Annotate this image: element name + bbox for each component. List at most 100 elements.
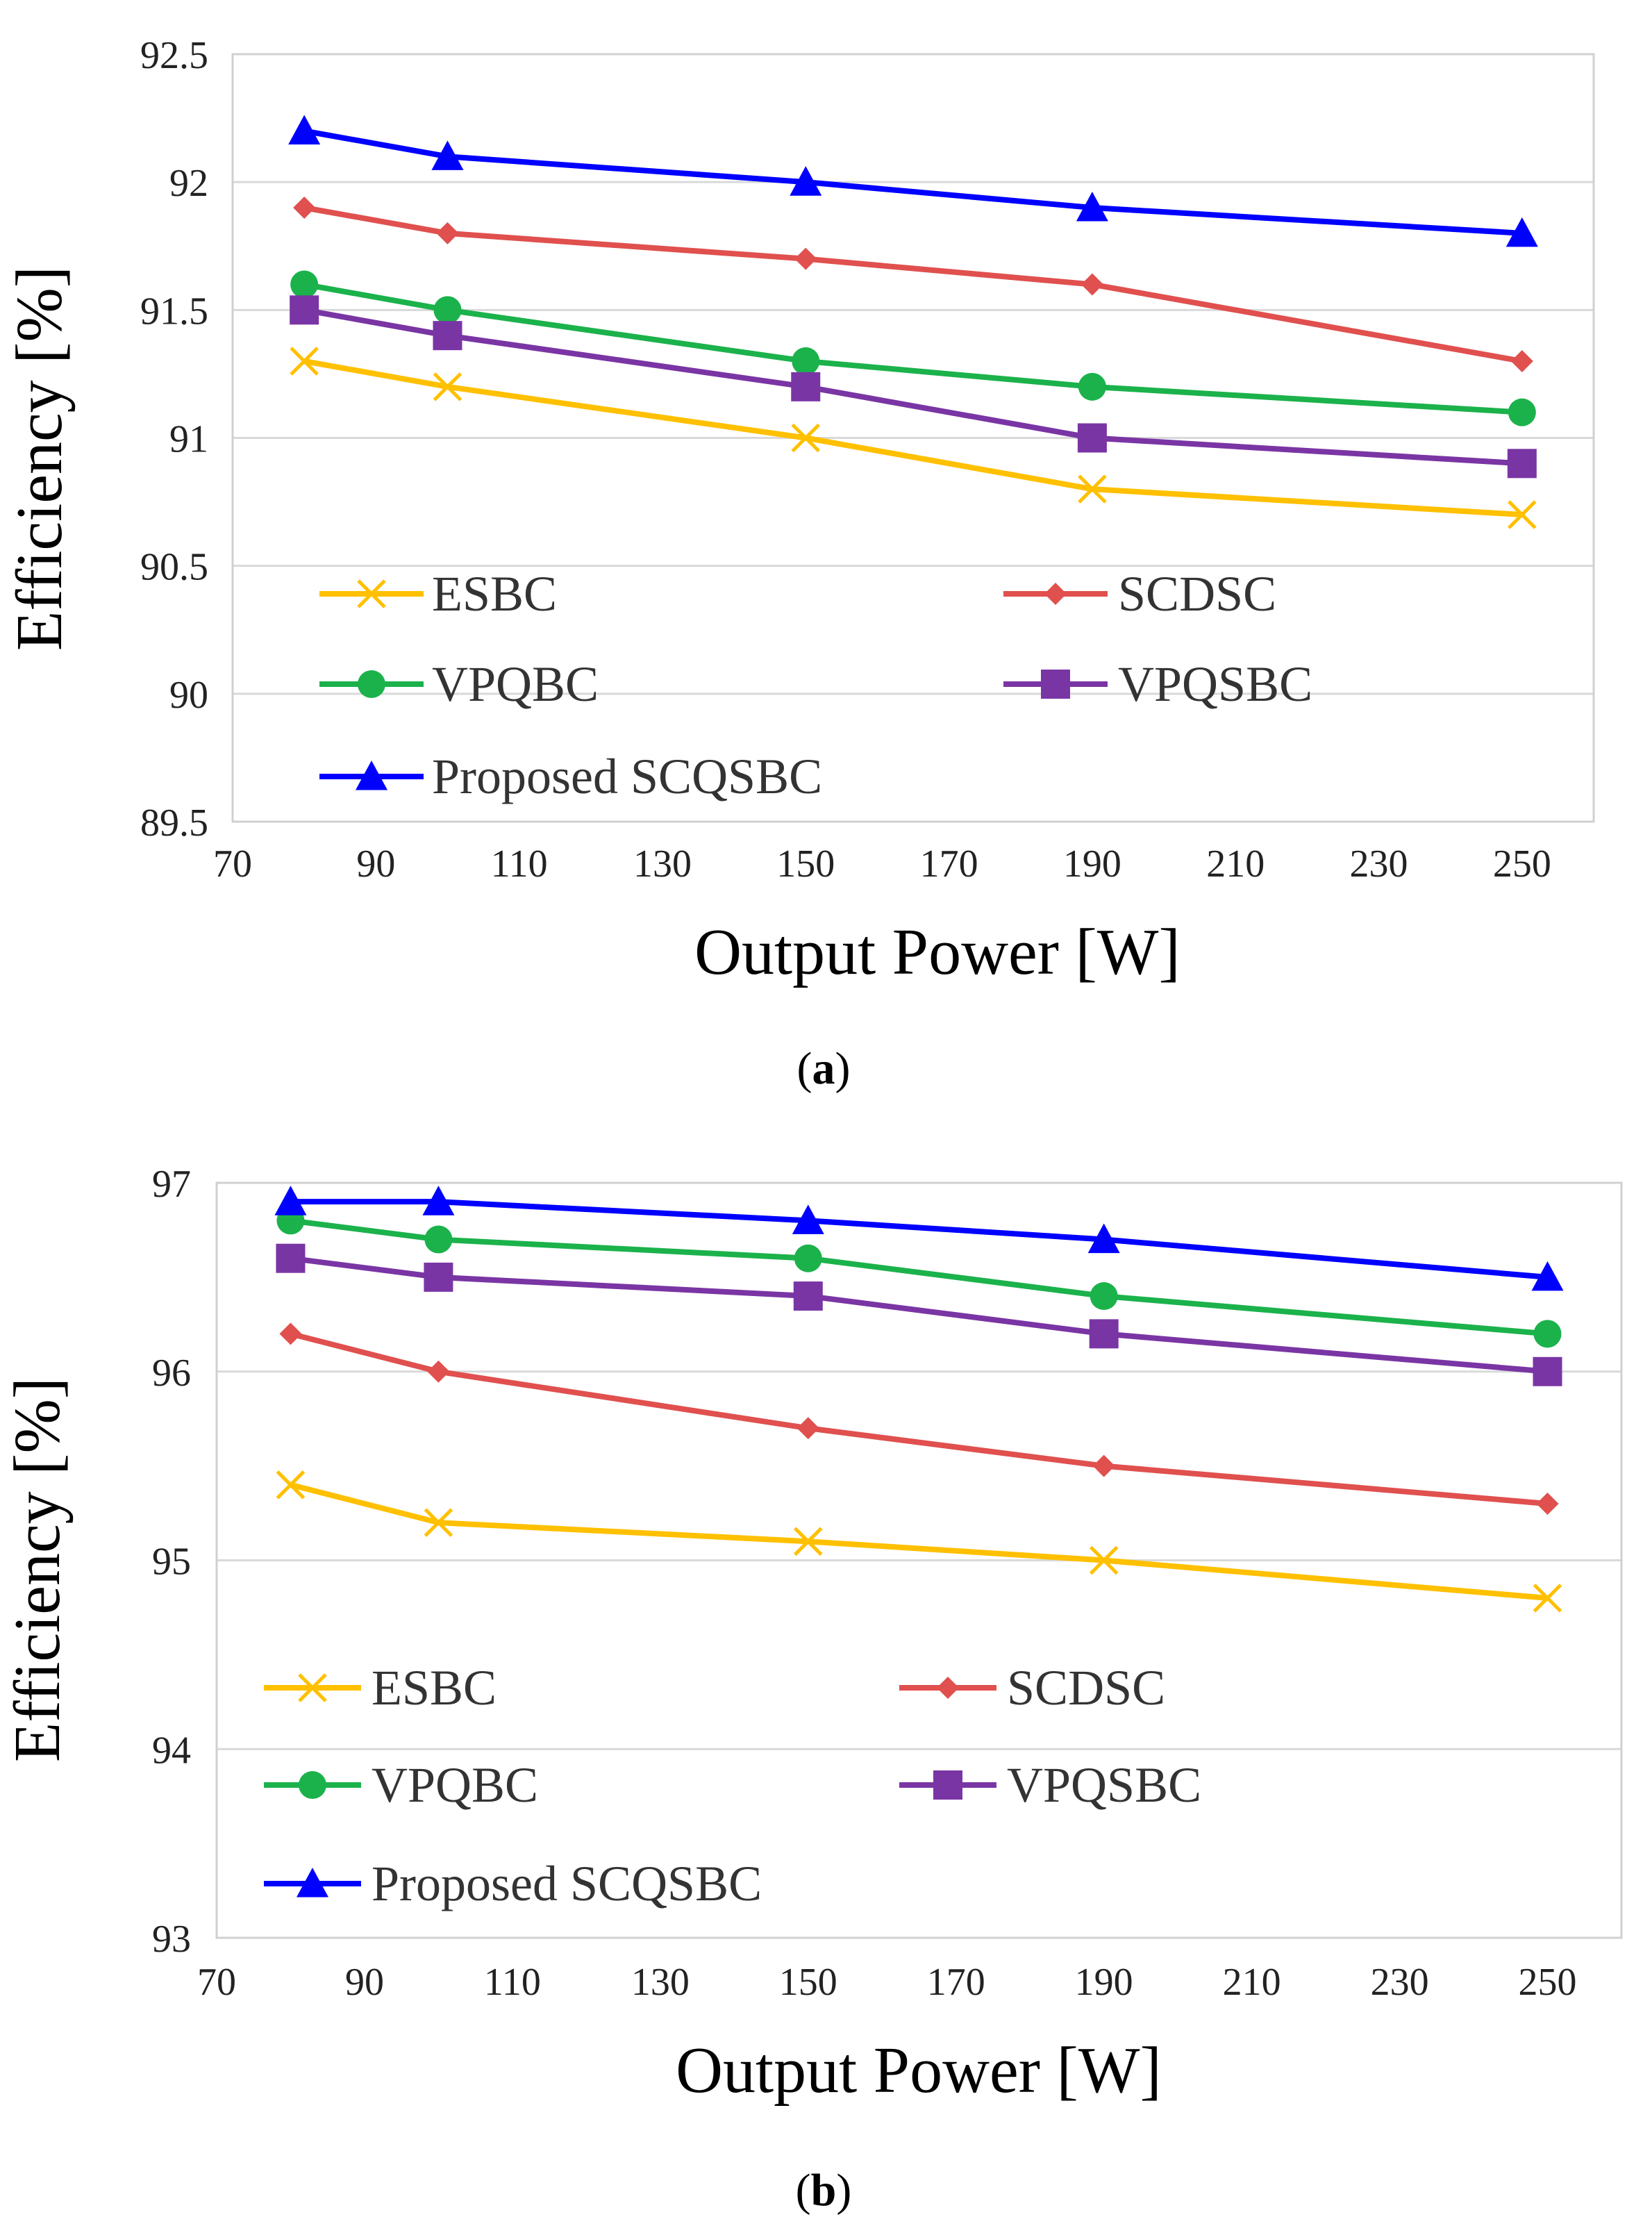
data-point-esbc — [791, 423, 821, 453]
data-point-scdsc — [1510, 350, 1533, 372]
data-point-proposed-scqsbc — [1505, 217, 1538, 247]
data-point-vpqsbc — [1089, 1319, 1119, 1349]
data-point-scdsc — [1536, 1492, 1559, 1515]
x-tick-label: 170 — [920, 842, 978, 886]
data-point-esbc — [290, 347, 319, 376]
data-point-scdsc — [279, 1322, 302, 1345]
plot-area-border — [215, 1181, 1623, 1939]
caption-open-paren: ( — [796, 2165, 811, 2216]
caption-letter: b — [811, 2165, 837, 2216]
x-axis-title: Output Power [W] — [676, 2034, 1162, 2107]
x-tick-label: 110 — [484, 1961, 541, 2004]
legend-marker-esbc — [357, 579, 386, 608]
legend-marker-vpqbc — [299, 1771, 326, 1799]
y-tick-label: 96 — [152, 1352, 191, 1395]
y-tick-label: 90 — [169, 674, 208, 717]
data-point-scdsc — [436, 222, 459, 244]
legend-marker-scdsc — [1044, 583, 1067, 605]
x-tick-label: 90 — [356, 842, 395, 886]
x-tick-label: 230 — [1350, 842, 1408, 886]
x-tick-label: 150 — [776, 842, 835, 886]
x-tick-label: 170 — [927, 1961, 985, 2004]
legend-label-vpqsbc: VPQSBC — [1118, 656, 1312, 712]
plot-area-border — [231, 53, 1595, 823]
caption-open-paren: ( — [797, 1043, 812, 1094]
x-axis-title: Output Power [W] — [694, 916, 1180, 988]
legend-label-vpqbc: VPQBC — [432, 656, 599, 712]
x-tick-label: 190 — [1063, 842, 1121, 886]
legend-label-proposed-scqsbc: Proposed SCQSBC — [372, 1856, 762, 1911]
data-point-scdsc — [293, 197, 316, 219]
legend-marker-proposed-scqsbc — [297, 1868, 328, 1898]
data-point-proposed-scqsbc — [274, 1186, 307, 1215]
data-point-vpqsbc — [793, 1281, 823, 1311]
legend-label-scdsc: SCDSC — [1007, 1660, 1165, 1716]
data-point-proposed-scqsbc — [431, 140, 464, 170]
legend-marker-esbc — [298, 1673, 327, 1702]
x-tick-label: 70 — [213, 842, 252, 886]
data-point-vpqsbc — [276, 1243, 306, 1273]
y-tick-label: 92.5 — [140, 34, 208, 77]
data-point-vpqsbc — [433, 321, 462, 351]
data-point-vpqbc — [1090, 1282, 1118, 1311]
data-point-proposed-scqsbc — [1076, 192, 1108, 222]
legend-label-scdsc: SCDSC — [1118, 566, 1276, 622]
data-point-vpqbc — [792, 347, 820, 375]
legend-marker-scdsc — [937, 1677, 959, 1699]
caption-letter: a — [812, 1043, 835, 1094]
x-tick-label: 210 — [1206, 842, 1265, 886]
data-point-vpqsbc — [424, 1262, 453, 1292]
y-tick-label: 94 — [152, 1729, 191, 1772]
y-axis-title: Efficiency [%] — [1, 1377, 74, 1762]
x-tick-label: 110 — [491, 842, 548, 886]
data-point-scdsc — [794, 247, 817, 270]
data-point-vpqbc — [1508, 398, 1536, 426]
legend-marker-vpqsbc — [933, 1770, 962, 1800]
y-tick-label: 89.5 — [140, 802, 208, 845]
data-point-vpqbc — [290, 270, 319, 299]
series-line-vpqsbc — [301, 307, 1525, 467]
x-tick-label: 150 — [779, 1961, 837, 2004]
x-tick-label: 230 — [1371, 1961, 1429, 2004]
data-point-esbc — [1078, 474, 1107, 504]
caption-close-paren: ) — [836, 2165, 851, 2216]
data-point-esbc — [1508, 500, 1537, 529]
data-point-scdsc — [1081, 273, 1103, 296]
x-tick-label: 250 — [1519, 1961, 1577, 2004]
y-tick-label: 91 — [169, 418, 208, 461]
y-tick-label: 90.5 — [140, 546, 208, 589]
panel-caption: (b) — [796, 2165, 852, 2216]
data-point-vpqbc — [794, 1244, 822, 1272]
data-point-vpqsbc — [1077, 423, 1107, 453]
x-tick-label: 70 — [197, 1961, 236, 2004]
data-point-proposed-scqsbc — [1531, 1261, 1564, 1291]
data-point-vpqbc — [424, 1225, 453, 1254]
legend-label-esbc: ESBC — [372, 1660, 497, 1716]
x-tick-label: 130 — [633, 842, 692, 886]
data-point-esbc — [794, 1527, 823, 1557]
x-tick-label: 210 — [1223, 1961, 1281, 2004]
data-point-scdsc — [427, 1360, 450, 1383]
data-point-esbc — [433, 372, 462, 401]
data-point-scdsc — [796, 1417, 819, 1440]
y-tick-label: 95 — [152, 1541, 191, 1584]
data-point-vpqbc — [1078, 372, 1106, 401]
y-tick-label: 92 — [169, 162, 208, 205]
legend-marker-vpqsbc — [1041, 670, 1070, 699]
series-line-scdsc — [287, 1331, 1551, 1506]
chart-panel-a: 89.5 90 90.5 91 91.5 92 92.5 70 90 110 130 150 170 19… — [3, 34, 1595, 1094]
x-tick-label: 90 — [345, 1961, 384, 2004]
data-point-scdsc — [1092, 1454, 1115, 1477]
legend-label-esbc: ESBC — [432, 566, 557, 622]
legend-label-vpqbc: VPQBC — [372, 1757, 538, 1813]
y-tick-label: 91.5 — [140, 290, 208, 333]
series-line-vpqsbc — [287, 1255, 1551, 1375]
data-point-proposed-scqsbc — [422, 1186, 455, 1215]
data-point-esbc — [1533, 1584, 1562, 1613]
legend-label-vpqsbc: VPQSBC — [1007, 1757, 1201, 1813]
data-point-esbc — [276, 1470, 306, 1500]
data-point-esbc — [1089, 1545, 1119, 1575]
data-point-esbc — [424, 1508, 453, 1537]
series-line-esbc — [287, 1481, 1551, 1601]
